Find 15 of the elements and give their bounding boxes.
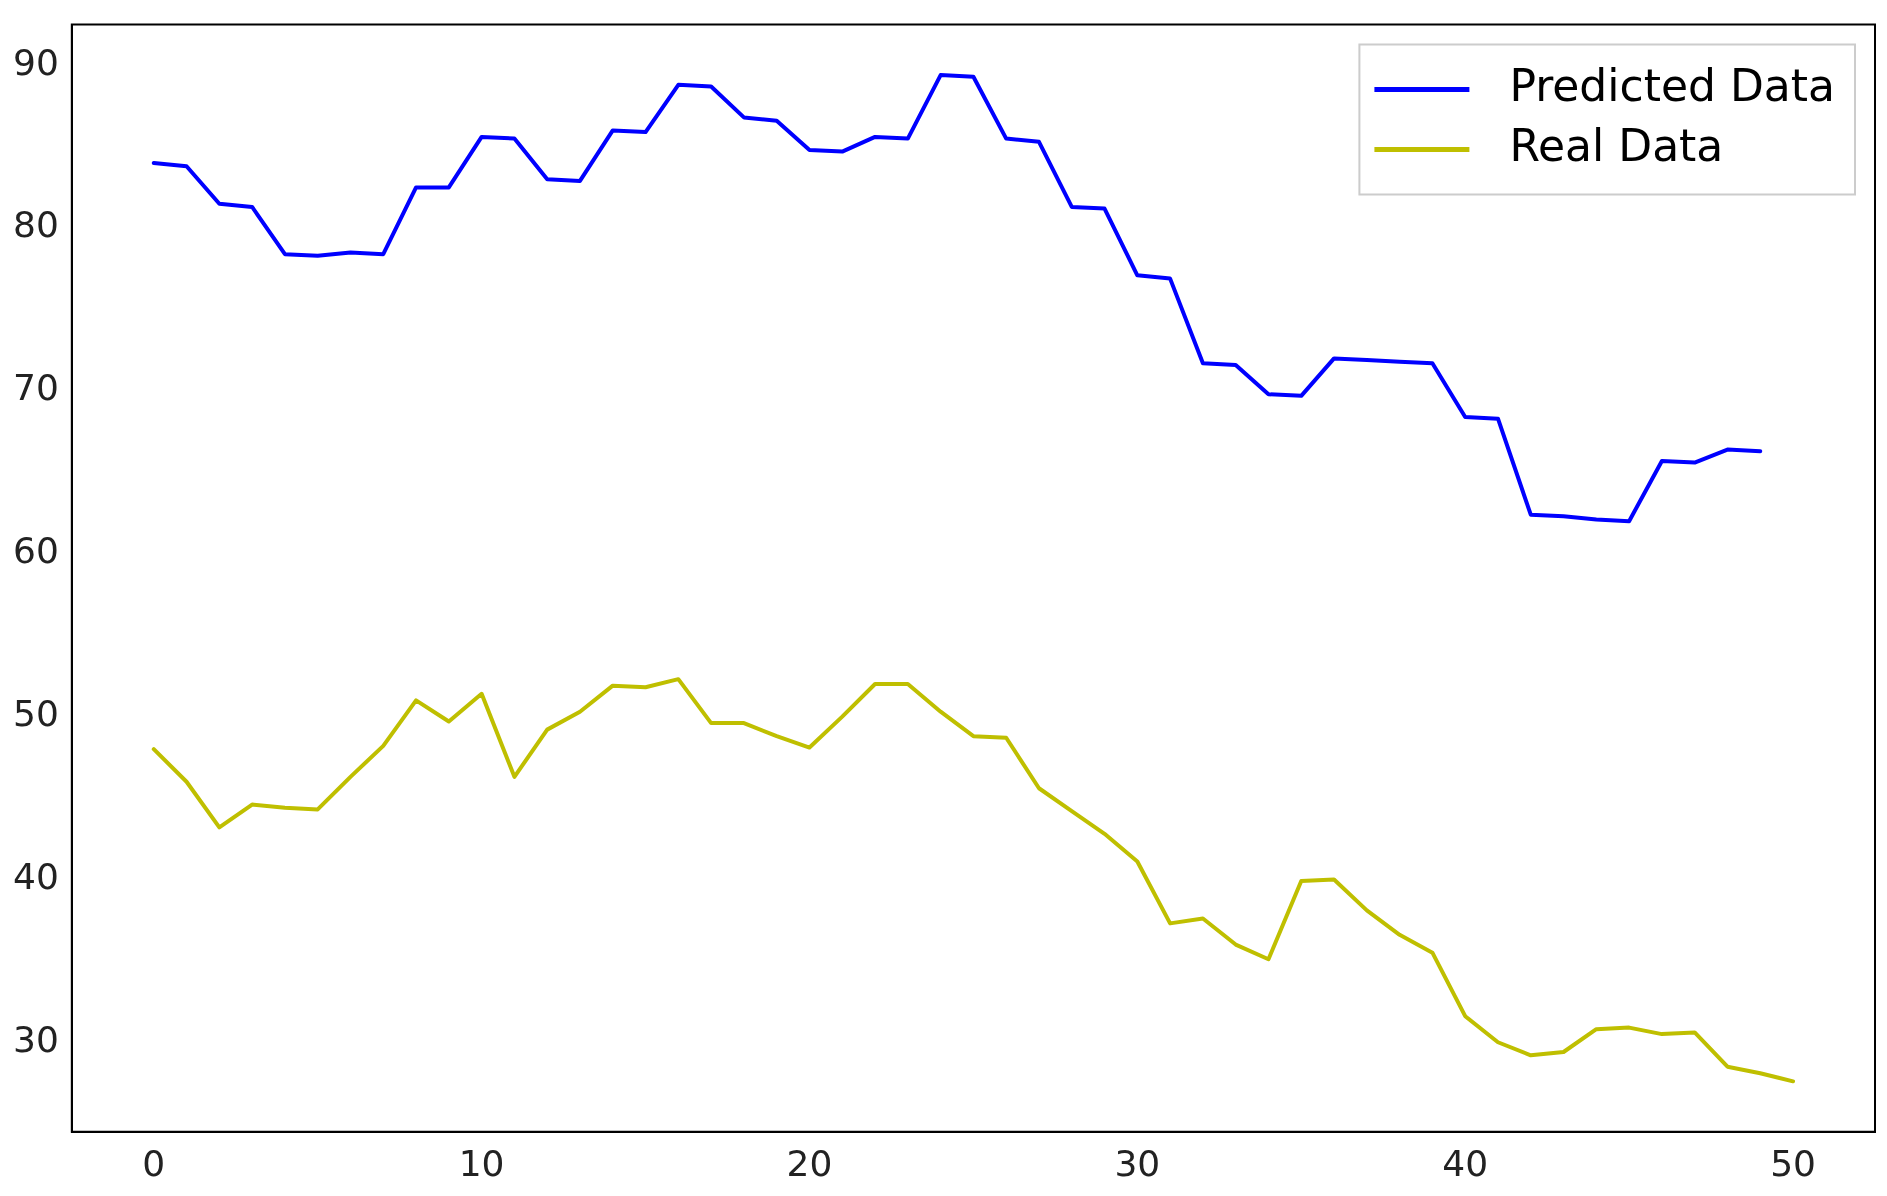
x-tick-label: 0 (142, 1142, 166, 1184)
y-tick-label: 90 (13, 41, 59, 83)
y-tick-label: 40 (13, 855, 59, 897)
x-tick-label: 10 (458, 1142, 505, 1184)
x-tick-label: 20 (786, 1142, 833, 1184)
y-tick-label: 70 (13, 367, 59, 409)
y-tick-label: 80 (13, 204, 59, 246)
x-tick-label: 30 (1114, 1142, 1161, 1184)
y-tick-label: 50 (13, 692, 59, 734)
y-tick-label: 60 (13, 530, 59, 572)
y-tick-label: 30 (13, 1018, 59, 1060)
legend-label: Predicted Data (1509, 60, 1836, 112)
x-tick-label: 50 (1770, 1142, 1816, 1184)
legend-label: Real Data (1509, 120, 1724, 172)
x-tick-label: 40 (1442, 1142, 1489, 1184)
